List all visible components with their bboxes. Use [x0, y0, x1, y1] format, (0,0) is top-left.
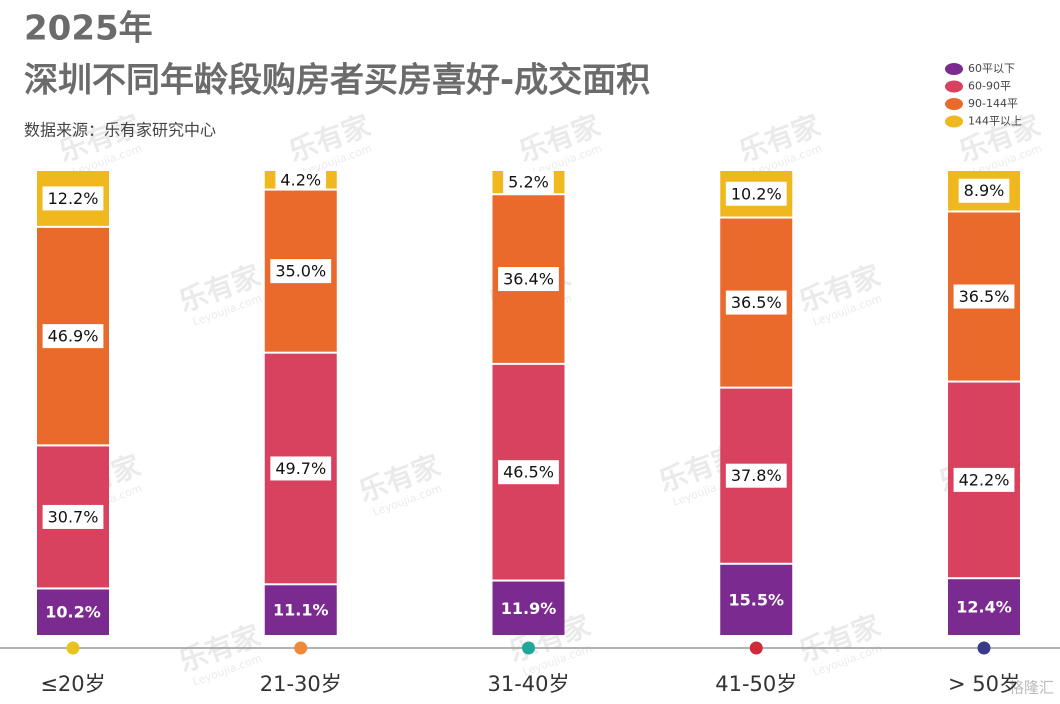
- value-label: 10.2%: [45, 603, 101, 622]
- value-label: 42.2%: [959, 470, 1010, 489]
- value-label: 37.8%: [731, 466, 782, 485]
- value-label-box: [498, 460, 559, 485]
- x-tick-label: 21-30岁: [260, 672, 342, 696]
- category-dot: [977, 641, 991, 655]
- value-label: 49.7%: [275, 459, 326, 478]
- legend-label: 90-144平: [968, 97, 1018, 110]
- value-label-box: [958, 178, 1010, 203]
- legend-marker: [945, 63, 963, 75]
- value-label: 15.5%: [728, 590, 784, 609]
- value-label: 8.9%: [964, 181, 1005, 200]
- value-label-box: [42, 324, 104, 349]
- legend-marker: [945, 98, 963, 110]
- legend-label: 144平以上: [968, 115, 1022, 128]
- value-label-box: [725, 290, 787, 315]
- value-label-box: [42, 186, 104, 211]
- value-label: 11.1%: [273, 601, 329, 620]
- value-label-box: [270, 259, 332, 284]
- value-label: 46.5%: [503, 463, 554, 482]
- bar-segment: [948, 579, 1020, 635]
- bar-segment: [492, 581, 565, 635]
- legend-label: 60平以下: [968, 62, 1015, 75]
- category-dot: [749, 641, 763, 655]
- value-label: 5.2%: [508, 173, 549, 192]
- value-label: 35.0%: [275, 262, 326, 281]
- category-dot: [294, 641, 308, 655]
- category-dot: [522, 641, 535, 655]
- value-label: 4.2%: [280, 170, 321, 189]
- value-label: 36.5%: [959, 287, 1010, 306]
- value-label-box: [275, 171, 327, 189]
- category-dot: [66, 641, 80, 655]
- bar-segment: [37, 589, 109, 635]
- legend-marker: [945, 115, 963, 128]
- value-label-box: [953, 467, 1015, 492]
- value-label-box: [725, 463, 787, 488]
- value-label: 12.2%: [48, 189, 99, 208]
- value-label-box: [270, 456, 332, 481]
- value-label: 12.4%: [956, 598, 1012, 617]
- value-label-box: [953, 284, 1015, 309]
- value-label: 46.9%: [48, 327, 99, 346]
- chart-subtitle: 深圳不同年龄段购房者买房喜好-成交面积: [24, 61, 650, 101]
- value-label: 36.4%: [503, 270, 554, 289]
- value-label: 11.9%: [501, 599, 557, 618]
- value-label-box: [725, 181, 787, 206]
- value-label: 36.5%: [731, 293, 782, 312]
- x-tick-label: 41-50岁: [715, 672, 797, 696]
- bar-segment: [264, 585, 337, 635]
- legend-marker: [945, 80, 963, 93]
- value-label: 10.2%: [731, 184, 782, 203]
- bar-segment: [720, 564, 793, 635]
- credit: 格隆汇: [1009, 679, 1054, 697]
- value-label: 30.7%: [48, 507, 99, 526]
- value-label-box: [498, 267, 559, 292]
- chart-title: 2025年: [24, 9, 153, 49]
- source-note: 数据来源：乐有家研究中心: [24, 121, 216, 140]
- value-label-box: [503, 171, 554, 194]
- x-tick-label: 31-40岁: [487, 672, 569, 696]
- legend-label: 60-90平: [968, 80, 1011, 93]
- x-tick-label: > 50岁: [948, 672, 1020, 696]
- value-label-box: [42, 504, 104, 529]
- x-tick-label: ≤20岁: [40, 672, 105, 696]
